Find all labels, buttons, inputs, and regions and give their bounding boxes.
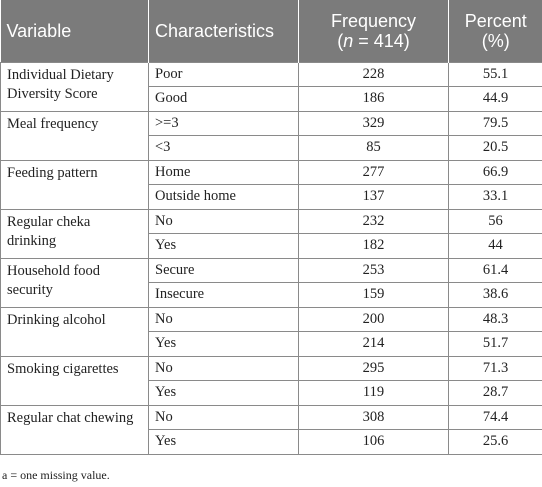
percent-cell: 20.5 — [448, 135, 542, 161]
frequency-cell: 329 — [298, 110, 449, 136]
header-frequency-open: ( — [337, 30, 344, 51]
percent-cell: 79.5 — [448, 110, 542, 136]
percent-cell: 25.6 — [448, 429, 542, 455]
table-row: Drinking alcohol No 200 48.3 — [0, 306, 542, 357]
variable-cell: Household food security — [0, 257, 149, 308]
variable-cell: Meal frequency — [0, 110, 149, 161]
variable-cell: Feeding pattern — [0, 159, 149, 210]
frequency-cell: 182 — [298, 233, 449, 259]
table-row: Yes 106 25.6 — [1, 429, 542, 455]
percent-cell: 28.7 — [448, 380, 542, 406]
variable-cell: Regular cheka drinking — [0, 208, 149, 259]
frequency-cell: 308 — [298, 404, 449, 430]
frequency-cell: 228 — [298, 61, 449, 87]
percent-cell: 74.4 — [448, 404, 542, 430]
characteristic-cell: No — [148, 355, 299, 381]
characteristic-cell: Poor — [148, 61, 299, 87]
frequency-cell: 159 — [298, 282, 449, 308]
footnote: a = one missing value. — [2, 468, 110, 482]
frequency-cell: 186 — [298, 86, 449, 112]
percent-cell: 44 — [448, 233, 542, 259]
variable-cell: Regular chat chewing — [0, 404, 149, 455]
variable-cell: Smoking cigarettes — [0, 355, 149, 406]
characteristic-cell: Yes — [148, 331, 299, 357]
characteristic-cell: Insecure — [148, 282, 299, 308]
table-row: Good 186 44.9 — [1, 86, 542, 112]
characteristic-cell: Yes — [148, 429, 299, 455]
header-row: Variable Characteristics Frequency (n = … — [0, 0, 542, 62]
frequency-table: Variable Characteristics Frequency (n = … — [0, 0, 542, 455]
frequency-cell: 214 — [298, 331, 449, 357]
frequency-cell: 137 — [298, 184, 449, 210]
characteristic-cell: Outside home — [148, 184, 299, 210]
frequency-cell: 119 — [298, 380, 449, 406]
characteristic-cell: No — [148, 404, 299, 430]
header-frequency-total: = 414) — [353, 30, 410, 51]
characteristic-cell: Good — [148, 86, 299, 112]
table-row: Feeding pattern Home 277 66.9 — [0, 159, 542, 210]
table-row: Yes 182 44 — [1, 233, 542, 259]
frequency-cell: 200 — [298, 306, 449, 332]
characteristic-cell: Yes — [148, 233, 299, 259]
header-frequency-n: n — [343, 30, 354, 51]
percent-cell: 55.1 — [448, 61, 542, 87]
table-row: <3 85 20.5 — [1, 135, 542, 161]
header-percent-unit: (%) — [481, 30, 510, 51]
variable-cell: Individual Dietary Diversity Score — [0, 61, 149, 112]
frequency-cell: 106 — [298, 429, 449, 455]
frequency-cell: 253 — [298, 257, 449, 283]
percent-cell: 48.3 — [448, 306, 542, 332]
table-row: Yes 119 28.7 — [1, 380, 542, 406]
percent-cell: 51.7 — [448, 331, 542, 357]
variable-cell: Drinking alcohol — [0, 306, 149, 357]
header-characteristics: Characteristics — [148, 0, 299, 62]
table-row: Meal frequency >=3 329 79.5 — [0, 110, 542, 161]
percent-cell: 66.9 — [448, 159, 542, 185]
table-row: Individual Dietary Diversity Score Poor 22… — [0, 61, 542, 112]
percent-cell: 56 — [448, 208, 542, 234]
table-row: Regular chat chewing No 308 74.4 — [0, 404, 542, 455]
header-percent-label: Percent — [464, 10, 527, 31]
characteristic-cell: <3 — [148, 135, 299, 161]
frequency-cell: 232 — [298, 208, 449, 234]
table-row: Regular cheka drinking No 232 56 — [0, 208, 542, 259]
characteristic-cell: Home — [148, 159, 299, 185]
characteristic-cell: Secure — [148, 257, 299, 283]
percent-cell: 38.6 — [448, 282, 542, 308]
characteristic-cell: No — [148, 208, 299, 234]
characteristic-cell: No — [148, 306, 299, 332]
characteristic-cell: Yes — [148, 380, 299, 406]
header-variable: Variable — [0, 0, 149, 62]
header-percent: Percent (%) — [448, 0, 542, 62]
characteristic-cell: >=3 — [148, 110, 299, 136]
header-frequency-label: Frequency — [330, 10, 417, 31]
table-row: Outside home 137 33.1 — [1, 184, 542, 210]
percent-cell: 61.4 — [448, 257, 542, 283]
percent-cell: 33.1 — [448, 184, 542, 210]
frequency-cell: 85 — [298, 135, 449, 161]
frequency-cell: 295 — [298, 355, 449, 381]
header-frequency: Frequency (n = 414) — [298, 0, 449, 62]
table-row: Insecure 159 38.6 — [1, 282, 542, 308]
table-row: Smoking cigarettes No 295 71.3 — [0, 355, 542, 406]
frequency-cell: 277 — [298, 159, 449, 185]
table-header: Variable Characteristics Frequency (n = … — [0, 0, 542, 62]
percent-cell: 44.9 — [448, 86, 542, 112]
percent-cell: 71.3 — [448, 355, 542, 381]
table-body: Individual Dietary Diversity Score Poor 22… — [0, 61, 542, 455]
table-row: Household food security Secure 253 61.4 — [0, 257, 542, 308]
